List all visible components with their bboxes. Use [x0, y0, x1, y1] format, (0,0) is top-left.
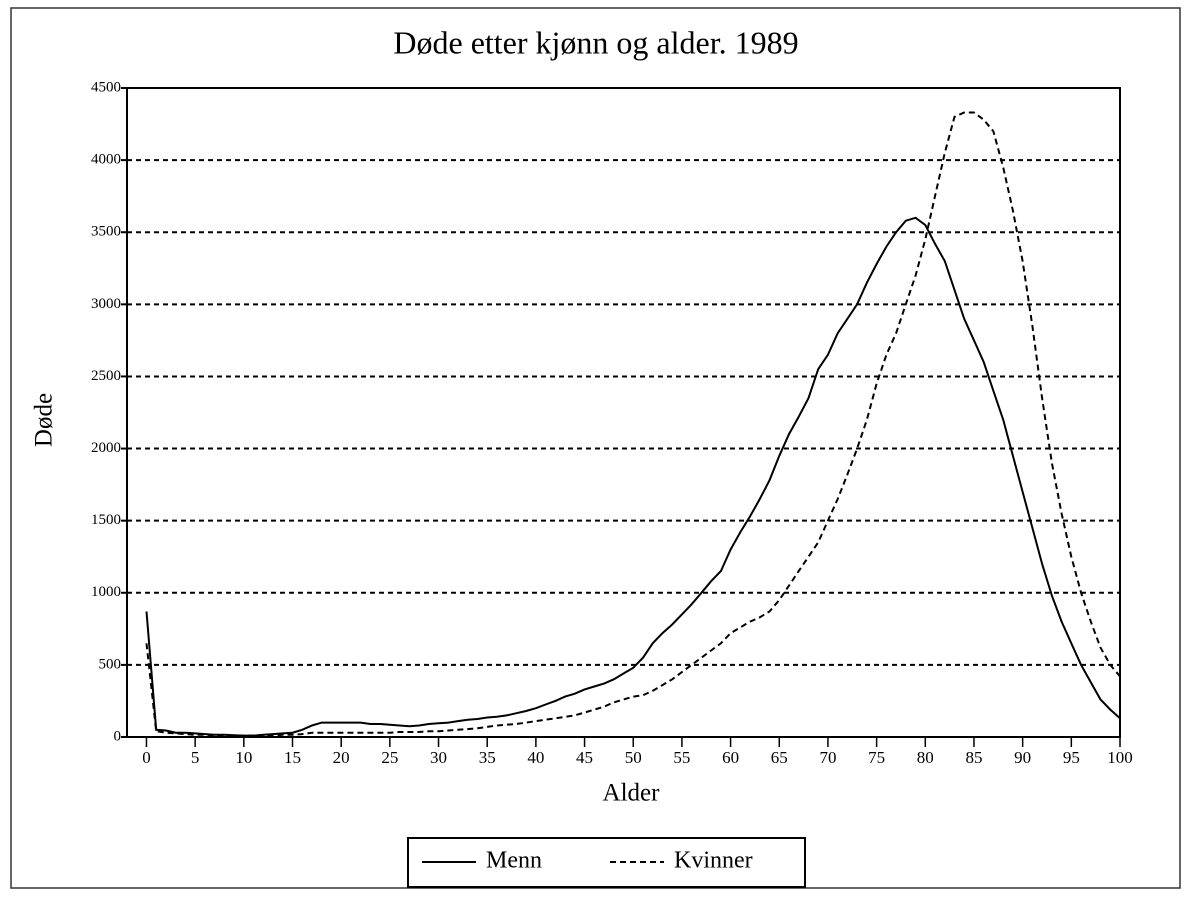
x-tick-label: 65	[771, 748, 788, 767]
chart-title: Døde etter kjønn og alder. 1989	[393, 24, 798, 60]
x-tick-label: 55	[673, 748, 690, 767]
x-tick-label: 80	[917, 748, 934, 767]
x-tick-label: 45	[576, 748, 593, 767]
x-tick-label: 75	[868, 748, 885, 767]
x-tick-label: 25	[381, 748, 398, 767]
legend-label: Menn	[486, 848, 542, 874]
x-tick-label: 0	[142, 748, 151, 767]
y-axis-label: Døde	[31, 393, 58, 447]
x-tick-label: 60	[722, 748, 739, 767]
x-axis-label: Alder	[603, 780, 661, 807]
x-tick-label: 70	[819, 748, 836, 767]
y-tick-label: 0	[114, 728, 122, 744]
y-tick-label: 3500	[91, 224, 121, 240]
legend-box	[407, 837, 806, 888]
x-tick-label: 35	[479, 748, 496, 767]
x-tick-label: 20	[333, 748, 350, 767]
y-tick-label: 4000	[91, 152, 121, 168]
x-tick-label: 10	[235, 748, 252, 767]
y-tick-label: 3000	[91, 296, 121, 312]
x-tick-label: 50	[625, 748, 642, 767]
x-tick-label: 30	[430, 748, 447, 767]
x-tick-label: 100	[1107, 748, 1133, 767]
y-tick-label: 500	[99, 656, 122, 672]
x-tick-label: 15	[284, 748, 301, 767]
x-tick-label: 5	[191, 748, 200, 767]
x-tick-label: 90	[1014, 748, 1031, 767]
y-tick-label: 2500	[91, 368, 121, 384]
plot-frame	[126, 87, 1121, 738]
x-tick-label: 85	[965, 748, 982, 767]
y-tick-label: 1000	[91, 584, 121, 600]
x-tick-label: 40	[527, 748, 544, 767]
x-tick-label: 95	[1063, 748, 1080, 767]
y-tick-label: 4500	[91, 79, 121, 95]
y-tick-label: 2000	[91, 440, 121, 456]
series-line	[145, 216, 1121, 737]
y-tick-label: 1500	[91, 512, 121, 528]
series-line	[145, 111, 1121, 737]
legend-label: Kvinner	[674, 848, 753, 874]
